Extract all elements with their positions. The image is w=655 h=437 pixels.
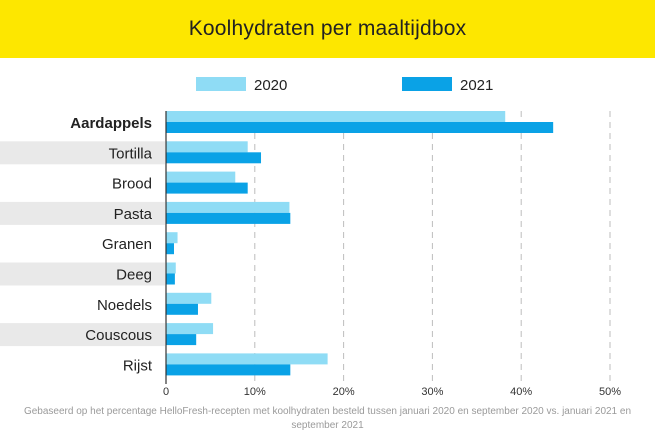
x-tick-label-20: 20% <box>333 386 355 398</box>
category-label-noedels: Noedels <box>97 297 152 314</box>
row-stripe-pasta <box>0 201 165 225</box>
category-label-couscous: Couscous <box>85 327 152 344</box>
legend-label-2021: 2021 <box>460 77 493 94</box>
bar-rijst-2020 <box>166 353 328 365</box>
bar-aardappels-2021 <box>166 122 554 133</box>
bar-noedels-2020 <box>166 292 212 304</box>
category-label-pasta: Pasta <box>114 206 153 223</box>
bar-granen-2020 <box>166 232 178 244</box>
category-label-rijst: Rijst <box>123 357 153 374</box>
category-label-aardappels: Aardappels <box>70 115 152 132</box>
row-stripe-couscous <box>0 323 165 347</box>
category-label-deeg: Deeg <box>116 267 152 284</box>
x-tick-label-30: 30% <box>421 386 443 398</box>
bar-granen-2021 <box>166 243 174 255</box>
x-tick-label-40: 40% <box>510 386 532 398</box>
title-banner: Koolhydraten per maaltijdbox <box>0 0 655 58</box>
bar-pasta-2020 <box>166 201 290 213</box>
footnote: Gebaseerd op het percentage HelloFresh-r… <box>23 406 632 431</box>
legend-label-2020: 2020 <box>254 77 287 94</box>
bar-rijst-2021 <box>166 364 291 376</box>
bar-deeg-2021 <box>166 273 175 285</box>
category-label-granen: Granen <box>102 236 152 253</box>
x-tick-label-0: 0 <box>163 386 169 398</box>
bar-brood-2020 <box>166 171 236 183</box>
bar-chart: Aardappels Tortilla Brood Pasta Granen Deeg No… <box>0 77 621 398</box>
bar-deeg-2020 <box>166 262 176 274</box>
x-tick-label-10: 10% <box>244 386 266 398</box>
legend-swatch-2020 <box>196 77 246 91</box>
bar-aardappels-2020 <box>166 111 506 122</box>
bar-couscous-2021 <box>166 334 197 346</box>
bar-tortilla-2021 <box>166 152 262 164</box>
x-tick-label-50: 50% <box>599 386 621 398</box>
category-label-tortilla: Tortilla <box>109 145 153 162</box>
category-label-brood: Brood <box>112 176 152 193</box>
bar-brood-2021 <box>166 182 248 194</box>
bar-tortilla-2020 <box>166 141 248 153</box>
bar-couscous-2020 <box>166 323 214 335</box>
bar-noedels-2021 <box>166 303 198 315</box>
chart-title: Koolhydraten per maaltijdbox <box>188 17 467 40</box>
row-stripe-deeg <box>0 262 165 286</box>
bar-pasta-2021 <box>166 212 291 224</box>
row-stripe-tortilla <box>0 141 165 165</box>
legend-swatch-2021 <box>402 77 452 91</box>
